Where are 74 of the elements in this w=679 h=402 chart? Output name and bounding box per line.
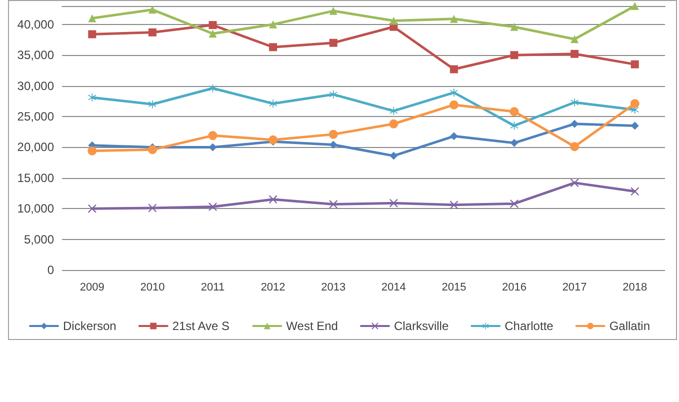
point (570, 50, 579, 58)
legend-label: Dickerson (62, 319, 116, 333)
point (450, 65, 458, 74)
point (510, 51, 518, 60)
x-tick-label: 2017 (562, 282, 587, 294)
point (208, 30, 217, 38)
legend-label: Gallatin (609, 319, 650, 333)
y-tick-label: 10,000 (17, 202, 54, 216)
x-tick-label: 2011 (200, 282, 225, 294)
point (269, 20, 278, 28)
legend-label: 21st Ave S (172, 319, 230, 333)
point (269, 195, 278, 204)
y-tick-label: 20,000 (17, 140, 54, 154)
point (329, 90, 338, 98)
point (148, 204, 156, 212)
point (148, 28, 156, 36)
point (630, 187, 639, 196)
point (510, 138, 518, 147)
y-tick-label: 35,000 (17, 48, 54, 62)
point (389, 119, 398, 128)
x-tick-label: 2010 (140, 282, 165, 294)
point (570, 178, 579, 187)
y-tick-label: 5,000 (24, 232, 54, 246)
legend-label: Clarksville (394, 319, 449, 333)
point (328, 130, 338, 139)
x-tick-label: 2013 (321, 282, 346, 294)
point (329, 140, 338, 149)
point (208, 131, 218, 140)
point (148, 6, 156, 14)
point (450, 14, 458, 23)
x-tick-label: 2012 (260, 282, 286, 294)
point (449, 100, 458, 110)
point (510, 22, 518, 31)
point (88, 204, 96, 213)
point (390, 106, 398, 115)
point (88, 146, 97, 156)
point (148, 145, 157, 154)
x-tick-label: 2016 (502, 282, 526, 294)
point (390, 152, 398, 160)
point (570, 142, 580, 152)
point (630, 60, 639, 68)
y-tick-label: 0 (47, 263, 54, 277)
point (208, 21, 217, 30)
point (630, 99, 640, 108)
y-tick-label: 25,000 (17, 110, 54, 124)
point (329, 38, 338, 47)
point (88, 93, 96, 102)
point (88, 14, 96, 22)
y-tick-label: 40,000 (17, 17, 54, 32)
point (148, 100, 156, 108)
point (510, 107, 519, 116)
point (390, 199, 398, 208)
y-tick-label: 15,000 (17, 170, 54, 185)
point (269, 100, 278, 108)
point (450, 132, 458, 140)
point (450, 88, 458, 97)
point (450, 200, 458, 209)
x-tick-label: 2015 (442, 282, 466, 294)
point (570, 98, 579, 106)
point (269, 43, 278, 52)
point (570, 120, 579, 128)
y-tick-label: 30,000 (17, 78, 54, 93)
point (630, 2, 639, 10)
point (390, 16, 398, 25)
point (630, 122, 639, 130)
x-tick-label: 2018 (622, 282, 648, 294)
point (268, 135, 278, 144)
x-tick-label: 2009 (80, 282, 104, 294)
legend-label: Charlotte (504, 319, 554, 333)
point (570, 35, 579, 44)
legend-label: West End (286, 319, 338, 333)
point (88, 30, 96, 38)
point (329, 6, 338, 15)
x-tick-label: 2014 (381, 282, 406, 294)
